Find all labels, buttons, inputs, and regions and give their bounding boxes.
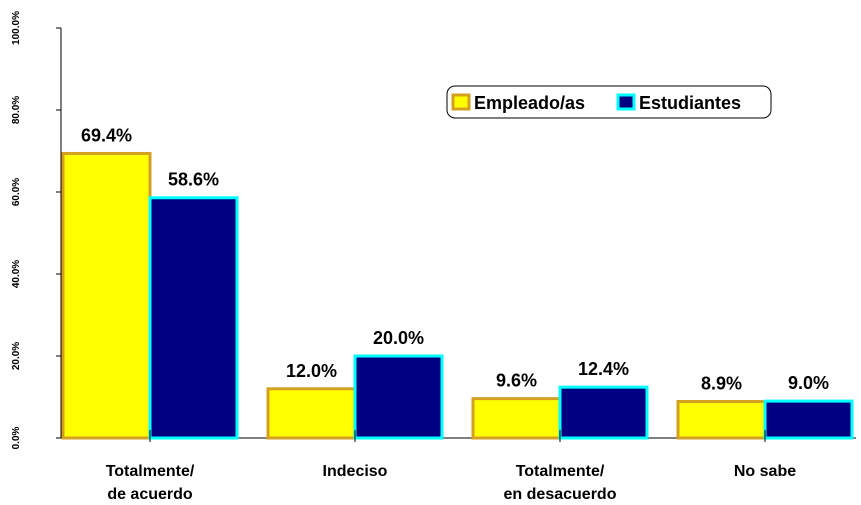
bar	[471, 397, 562, 440]
x-tick-label: Totalmente/	[516, 463, 605, 480]
value-label: 58.6%	[168, 170, 219, 190]
bar	[558, 385, 649, 440]
x-tick-label: Indeciso	[323, 463, 388, 480]
x-tick-label: de acuerdo	[107, 486, 193, 503]
bar	[266, 387, 357, 440]
legend-swatch	[451, 93, 471, 111]
y-tick-label: 60.0%	[11, 178, 22, 206]
value-label: 9.6%	[496, 371, 537, 391]
value-label: 12.4%	[578, 359, 629, 379]
legend-swatch	[616, 93, 636, 111]
x-tick-label: No sabe	[734, 463, 796, 480]
bar	[763, 399, 854, 440]
y-tick-label: 40.0%	[11, 260, 22, 288]
legend: Empleado/as Estudiantes	[446, 85, 772, 119]
y-tick-label: 100.0%	[11, 11, 22, 45]
bar	[148, 196, 239, 440]
bar	[676, 400, 767, 440]
value-label: 8.9%	[701, 374, 742, 394]
y-tick-label: 80.0%	[11, 96, 22, 124]
value-label: 12.0%	[286, 361, 337, 381]
y-tick-label: 0.0%	[11, 426, 22, 449]
value-label: 9.0%	[788, 373, 829, 393]
bar	[61, 151, 152, 440]
value-label: 20.0%	[373, 328, 424, 348]
x-tick-label: Totalmente/	[106, 463, 195, 480]
legend-label: Empleado/as	[474, 93, 585, 113]
y-tick-label: 20.0%	[11, 342, 22, 370]
legend-label: Estudiantes	[639, 93, 741, 113]
x-tick-label: en desacuerdo	[504, 486, 617, 503]
value-label: 69.4%	[81, 125, 132, 145]
legend-box	[446, 85, 772, 119]
bar	[353, 354, 444, 440]
